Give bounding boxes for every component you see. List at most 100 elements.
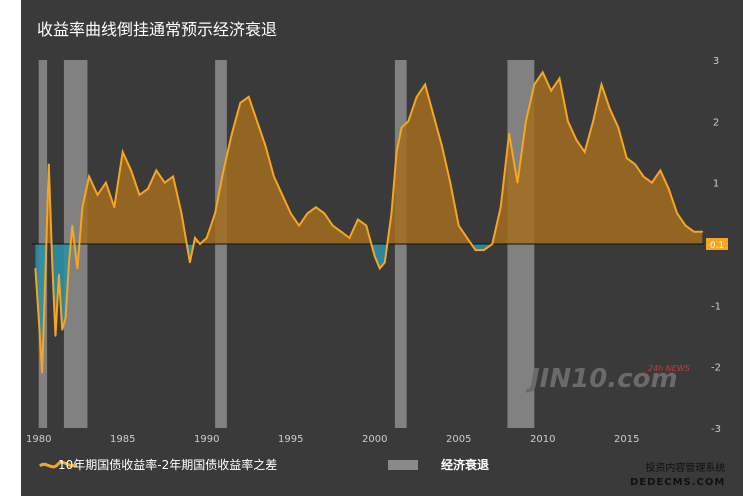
legend-spread: 10年期国债收益率-2年期国债收益率之差 — [58, 456, 277, 473]
data-point — [155, 169, 158, 172]
y-tick-label: 1 — [713, 179, 719, 190]
data-point — [172, 175, 174, 178]
last-value-label: 0.1 — [710, 241, 724, 251]
data-point — [51, 261, 53, 264]
x-tick-label: 2000 — [362, 434, 387, 445]
data-point — [147, 188, 149, 190]
data-point — [617, 126, 620, 129]
data-point — [231, 132, 233, 135]
y-tick-label: -2 — [711, 363, 721, 374]
data-point — [256, 120, 258, 123]
spread-area-positive — [35, 72, 703, 244]
data-point — [81, 206, 84, 208]
data-point — [457, 224, 460, 227]
x-tick-label: 1990 — [194, 434, 219, 445]
legend-spread-label: 10年期国债收益率-2年期国债收益率之差 — [58, 458, 278, 472]
data-point — [384, 261, 386, 264]
data-point — [88, 175, 90, 178]
data-point — [306, 212, 309, 215]
data-point — [34, 267, 37, 270]
legend-recession-label: 经济衰退 — [441, 458, 490, 472]
data-point — [441, 145, 443, 147]
data-point — [138, 194, 141, 196]
data-point — [239, 102, 242, 104]
data-point — [71, 224, 74, 227]
data-point — [199, 243, 201, 245]
data-point — [400, 126, 403, 129]
data-point — [41, 372, 43, 374]
x-tick-label: 1995 — [278, 434, 303, 445]
data-point — [516, 181, 519, 184]
data-point — [105, 181, 107, 184]
data-point — [634, 163, 636, 166]
data-point — [289, 212, 292, 215]
data-point — [609, 108, 611, 110]
data-point — [37, 316, 40, 319]
y-tick-label: 3 — [713, 56, 719, 67]
data-point — [96, 194, 99, 196]
y-tick-label: -1 — [711, 301, 721, 312]
data-point — [558, 77, 561, 80]
data-point — [567, 120, 569, 123]
data-point — [281, 194, 284, 196]
data-point — [205, 237, 208, 239]
y-tick-label: -3 — [711, 424, 721, 435]
data-point — [378, 267, 381, 270]
data-point — [264, 145, 267, 147]
data-point — [466, 237, 468, 239]
data-point — [525, 120, 527, 123]
data-point — [701, 230, 704, 233]
data-point — [180, 212, 183, 215]
data-point — [659, 169, 662, 172]
data-point — [58, 273, 60, 276]
data-point — [625, 157, 628, 159]
y-tick-label: 2 — [713, 117, 719, 128]
data-point — [533, 83, 536, 86]
data-point — [667, 188, 670, 190]
data-point — [693, 230, 695, 233]
data-point — [323, 212, 326, 215]
last-value-badge — [706, 238, 728, 250]
data-point — [642, 175, 645, 178]
data-point — [432, 114, 435, 116]
data-point — [130, 169, 132, 172]
watermark-sub: 24h NEWS — [648, 364, 690, 373]
x-tick-label: 2005 — [446, 434, 471, 445]
x-tick-label: 2015 — [614, 434, 639, 445]
legend-recession: 经济衰退 — [441, 456, 489, 473]
data-point — [64, 316, 67, 319]
data-point — [583, 151, 586, 153]
data-point — [44, 273, 47, 276]
data-point — [592, 120, 594, 123]
data-point — [348, 237, 351, 239]
data-point — [68, 261, 70, 264]
data-point — [76, 267, 79, 270]
footer-line1: 投资内容管理系统 — [645, 463, 726, 474]
legend-recession-swatch — [388, 460, 418, 470]
data-point — [499, 206, 502, 208]
data-point — [407, 120, 410, 123]
data-point — [340, 230, 342, 233]
data-point — [113, 206, 116, 208]
data-point — [48, 163, 50, 166]
watermark-logo: JIN10.com — [530, 364, 678, 394]
data-point — [194, 237, 196, 239]
data-point — [508, 132, 510, 135]
data-point — [331, 224, 334, 227]
x-tick-label: 2010 — [530, 434, 555, 445]
data-point — [600, 83, 603, 86]
data-point — [424, 83, 426, 86]
data-point — [474, 249, 477, 251]
data-point — [357, 218, 359, 221]
x-tick-label: 1980 — [26, 434, 51, 445]
data-point — [483, 249, 485, 251]
data-point — [373, 255, 376, 258]
data-point — [61, 329, 64, 331]
data-point — [247, 96, 250, 98]
data-point — [390, 212, 393, 215]
data-point — [550, 89, 552, 92]
data-point — [365, 224, 368, 227]
data-point — [651, 181, 653, 184]
data-point — [298, 224, 300, 227]
